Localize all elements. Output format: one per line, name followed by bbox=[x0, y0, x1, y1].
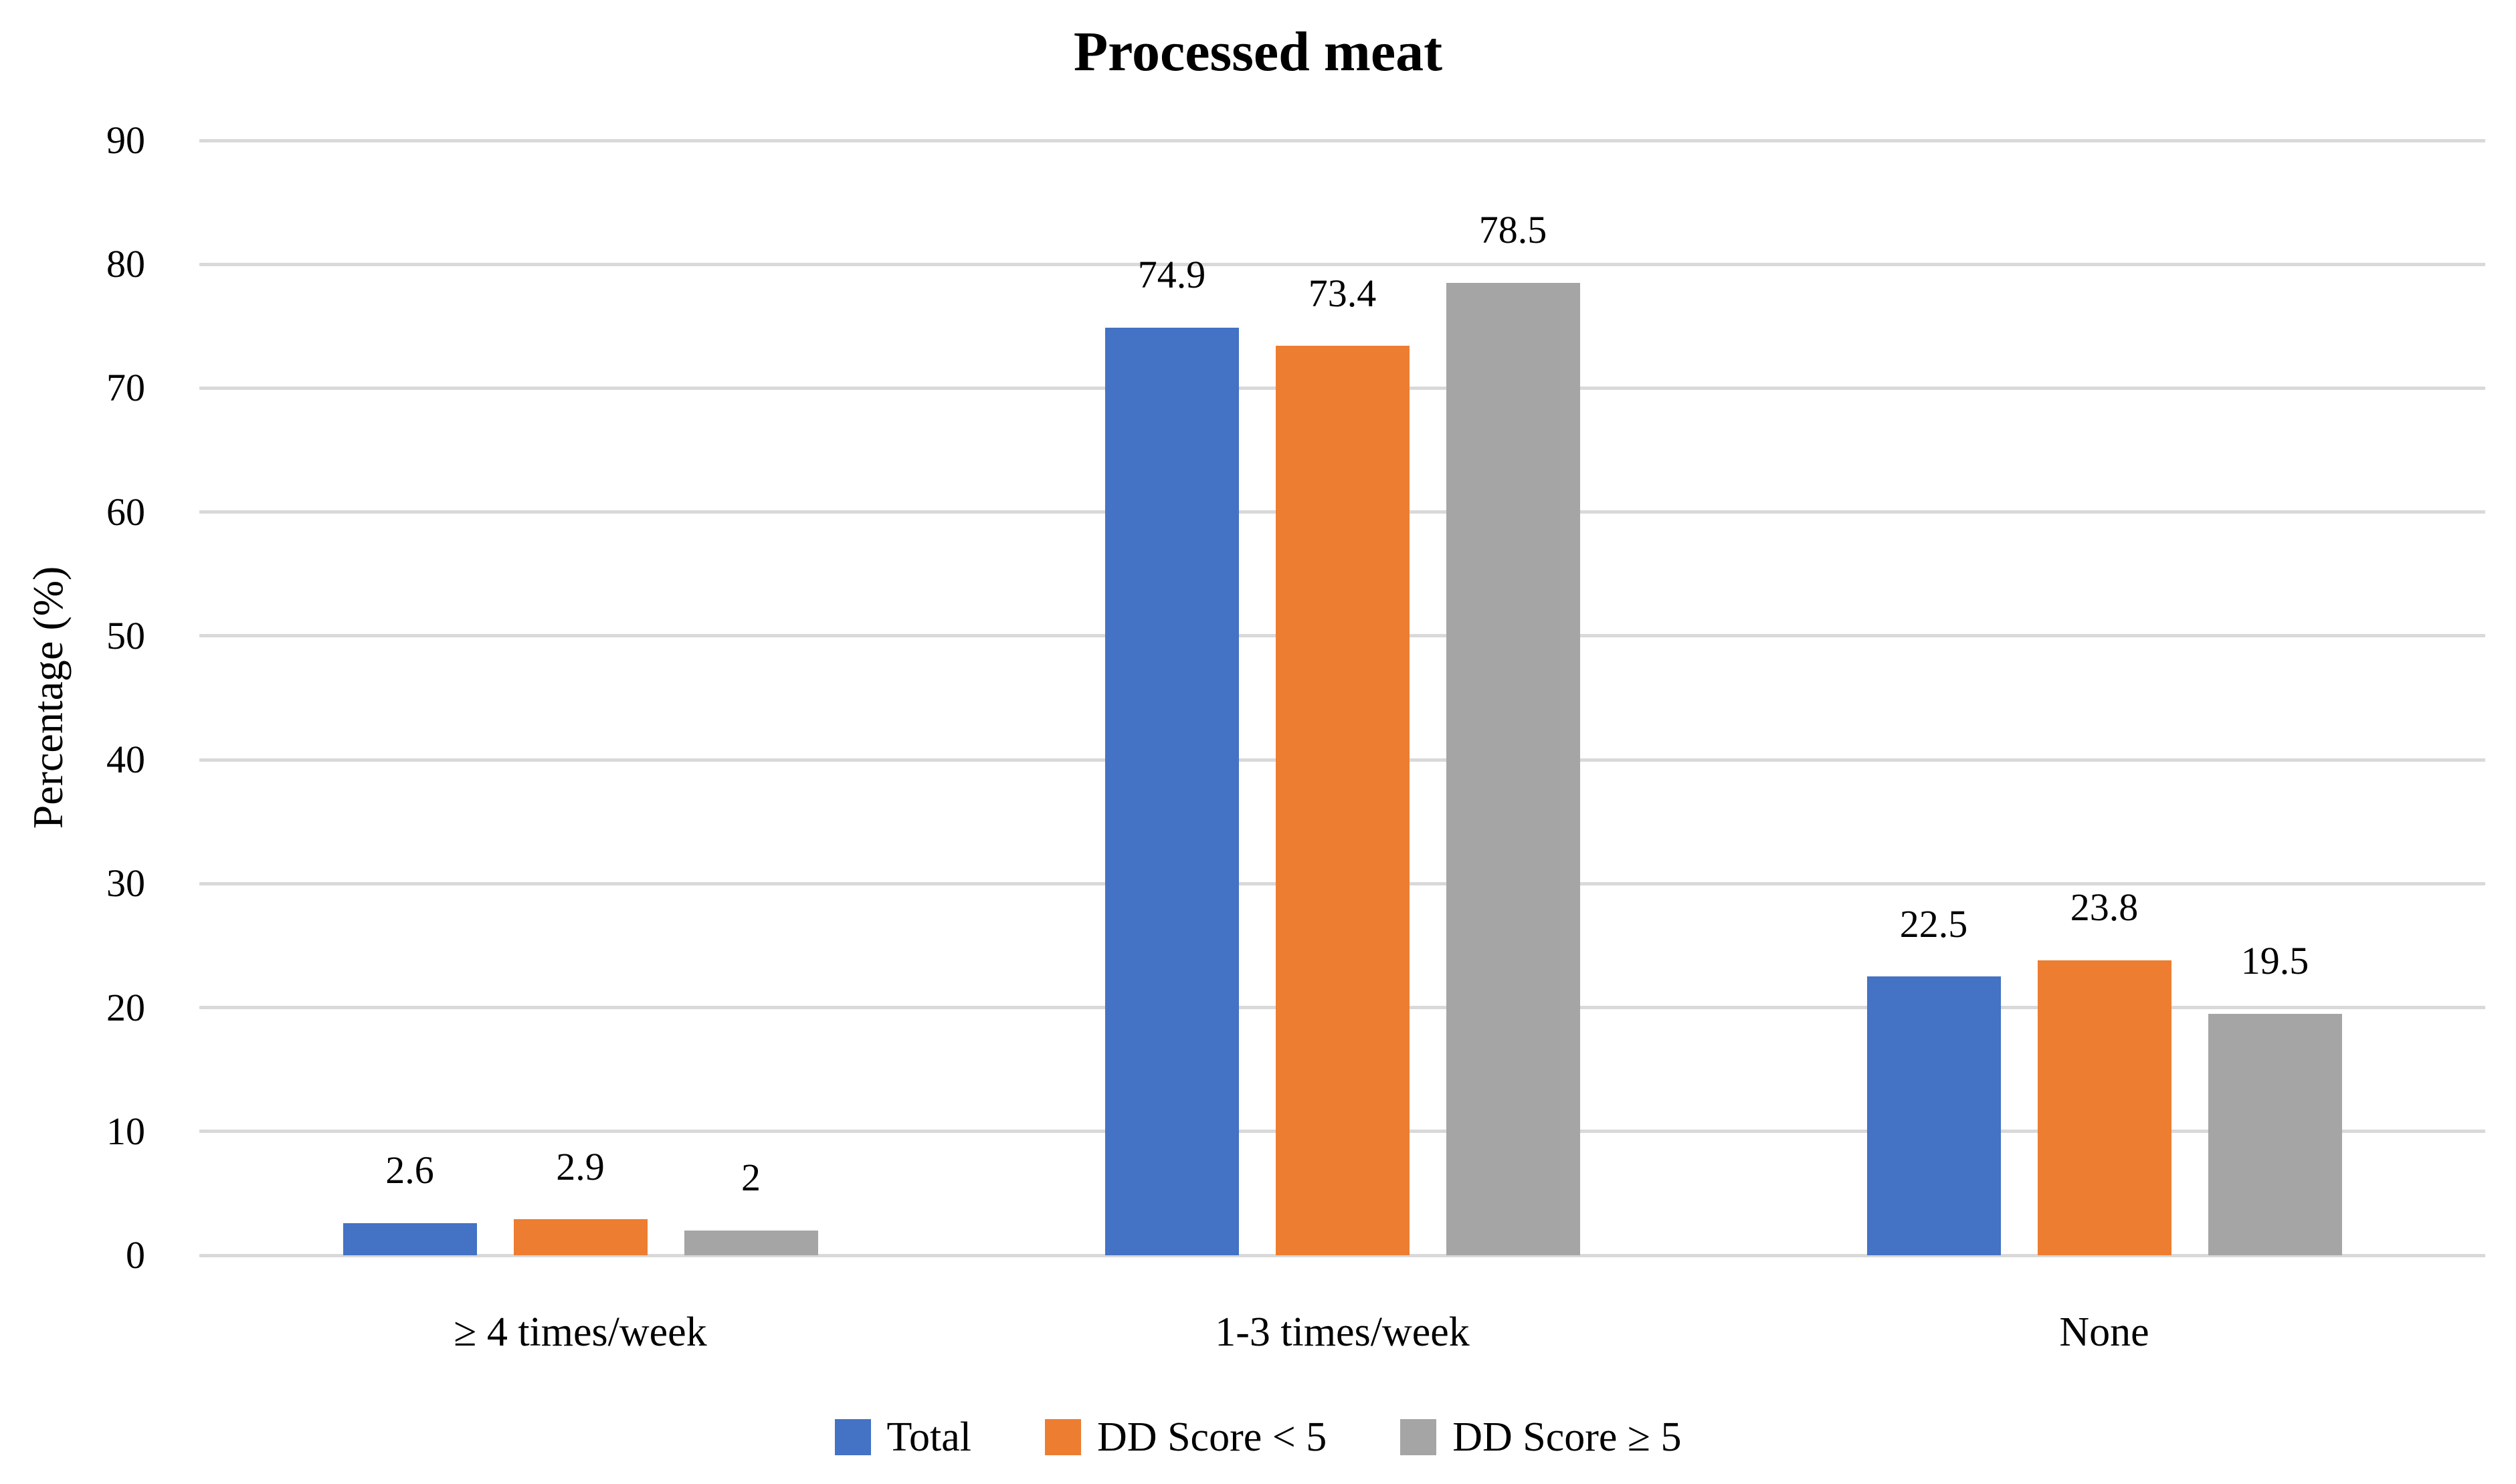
bar bbox=[684, 1230, 818, 1255]
y-tick-label: 40 bbox=[106, 738, 145, 782]
bar-value-label: 23.8 bbox=[2070, 885, 2139, 930]
legend-label: DD Score < 5 bbox=[1097, 1414, 1327, 1460]
bar bbox=[1446, 283, 1580, 1255]
bar-unit: 22.5 bbox=[1866, 902, 2001, 1255]
bar bbox=[2208, 1013, 2342, 1255]
y-tick-label: 30 bbox=[106, 861, 145, 906]
bar-group: 74.9 73.4 78.5 bbox=[961, 140, 1723, 1255]
y-tick-label: 50 bbox=[106, 613, 145, 657]
bar-value-label: 2 bbox=[741, 1156, 761, 1200]
y-tick-label: 80 bbox=[106, 242, 145, 286]
bar-value-label: 74.9 bbox=[1137, 253, 1206, 296]
legend-label: DD Score ≥ 5 bbox=[1452, 1414, 1682, 1460]
bar-value-label: 22.5 bbox=[1899, 902, 1968, 946]
y-tick-label: 90 bbox=[106, 118, 145, 162]
bar-value-label: 2.9 bbox=[556, 1144, 605, 1188]
bar bbox=[513, 1219, 648, 1255]
y-tick-label: 0 bbox=[126, 1233, 145, 1277]
legend: Total DD Score < 5 DD Score ≥ 5 bbox=[0, 1412, 2516, 1462]
legend-swatch bbox=[834, 1419, 871, 1456]
bar bbox=[2037, 960, 2171, 1255]
gridline bbox=[199, 262, 2485, 266]
bar-unit: 19.5 bbox=[2208, 939, 2342, 1255]
bar-group: 2.6 2.9 2 bbox=[199, 140, 961, 1255]
chart-title: Processed meat bbox=[1073, 21, 1443, 83]
y-axis-tick-labels: 0 10 20 30 40 50 60 70 80 90 bbox=[0, 118, 161, 1277]
gridline bbox=[199, 138, 2485, 142]
bar bbox=[1104, 327, 1239, 1255]
legend-label: Total bbox=[886, 1414, 972, 1460]
category-label: 1-3 times/week bbox=[1215, 1309, 1470, 1355]
bar-unit: 2 bbox=[684, 1156, 818, 1255]
category-label: ≥ 4 times/week bbox=[454, 1309, 707, 1355]
bar-unit: 73.4 bbox=[1275, 271, 1410, 1255]
bar-unit: 23.8 bbox=[2037, 885, 2171, 1255]
bar-value-label: 19.5 bbox=[2240, 939, 2309, 983]
y-tick-label: 10 bbox=[106, 1109, 145, 1153]
bar-value-label: 2.6 bbox=[385, 1148, 434, 1192]
gridline bbox=[199, 1253, 2485, 1257]
y-tick-label: 20 bbox=[106, 985, 145, 1029]
plot-area: 2.6 2.9 2 ≥ 4 times/week 74.9 73.4 78.5 1-3 tim… bbox=[199, 138, 2485, 1355]
y-tick-label: 60 bbox=[106, 490, 145, 534]
bar bbox=[1866, 976, 2001, 1255]
bar bbox=[343, 1223, 477, 1255]
bar-unit: 74.9 bbox=[1104, 253, 1239, 1255]
y-tick-label: 70 bbox=[106, 366, 145, 410]
bar-value-label: 73.4 bbox=[1308, 271, 1377, 315]
legend-swatch bbox=[1400, 1419, 1437, 1456]
legend-item: Total bbox=[834, 1412, 972, 1462]
bar-group: 22.5 23.8 19.5 bbox=[1723, 140, 2485, 1255]
bar-value-label: 78.5 bbox=[1478, 208, 1547, 252]
legend-item: DD Score < 5 bbox=[1045, 1412, 1327, 1462]
category-label: None bbox=[2059, 1309, 2149, 1355]
bar-unit: 2.6 bbox=[343, 1148, 477, 1255]
bar-unit: 2.9 bbox=[513, 1144, 648, 1255]
legend-item: DD Score ≥ 5 bbox=[1400, 1412, 1681, 1462]
bar bbox=[1275, 346, 1410, 1255]
legend-swatch bbox=[1045, 1419, 1082, 1456]
bar-unit: 78.5 bbox=[1446, 208, 1580, 1255]
